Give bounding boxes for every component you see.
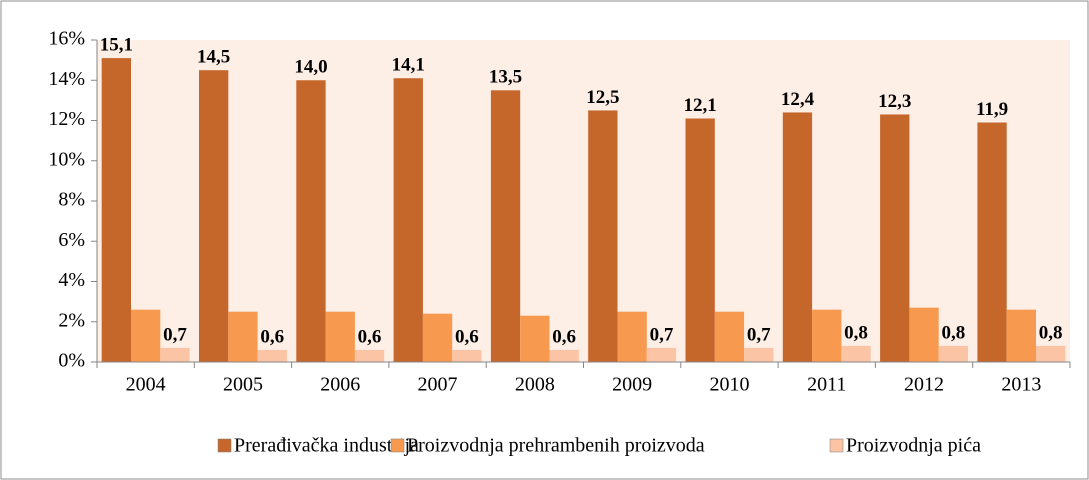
bar <box>296 80 326 362</box>
bar <box>393 78 423 363</box>
value-label: 0,6 <box>260 326 284 347</box>
bar <box>880 114 910 363</box>
y-tick-label: 16% <box>48 28 85 50</box>
legend-label: Proizvodnja pića <box>846 435 981 457</box>
bar <box>228 311 258 362</box>
value-label: 0,6 <box>455 326 479 347</box>
y-tick-label: 6% <box>58 229 85 251</box>
x-tick-label: 2012 <box>904 374 944 396</box>
x-tick-label: 2009 <box>612 374 652 396</box>
value-label: 14,5 <box>197 47 230 68</box>
bar <box>160 347 190 362</box>
legend-swatch <box>829 438 844 453</box>
value-label: 15,1 <box>100 34 133 55</box>
bar <box>520 315 550 362</box>
value-label: 12,5 <box>586 87 619 108</box>
x-tick-label: 2008 <box>515 374 555 396</box>
legend-swatch <box>390 438 405 453</box>
bar <box>452 349 482 362</box>
bar <box>938 345 968 362</box>
bar <box>1006 309 1036 362</box>
bar <box>685 118 715 362</box>
bar <box>549 349 579 362</box>
bar <box>257 349 287 362</box>
value-label: 0,8 <box>1039 322 1063 343</box>
x-tick-label: 2006 <box>320 374 360 396</box>
y-tick-label: 10% <box>48 148 85 170</box>
bar <box>714 311 745 362</box>
x-tick-label: 2007 <box>418 374 458 396</box>
y-tick-label: 4% <box>58 269 85 291</box>
bar <box>812 309 842 362</box>
y-tick-label: 8% <box>58 189 85 211</box>
value-label: 14,0 <box>294 57 327 78</box>
value-label: 12,4 <box>781 89 815 110</box>
value-label: 13,5 <box>489 67 522 88</box>
bar <box>422 313 453 362</box>
bar <box>354 349 385 362</box>
value-label: 11,9 <box>976 99 1008 120</box>
y-tick-label: 12% <box>48 108 85 130</box>
value-label: 0,7 <box>650 324 674 345</box>
bar <box>744 347 774 362</box>
legend-swatch <box>217 438 232 453</box>
bar <box>909 307 939 362</box>
value-label: 14,1 <box>392 55 425 76</box>
value-label: 12,1 <box>684 95 717 116</box>
x-tick-label: 2013 <box>1001 374 1041 396</box>
legend-label: Prerađivačka industrija <box>234 435 419 457</box>
value-label: 0,8 <box>941 322 965 343</box>
y-tick-label: 0% <box>58 350 85 372</box>
value-label: 0,7 <box>747 324 771 345</box>
value-label: 0,7 <box>163 324 187 345</box>
value-label: 0,6 <box>358 326 382 347</box>
bar <box>646 347 677 362</box>
value-label: 0,6 <box>552 326 576 347</box>
bar <box>782 112 813 362</box>
bar <box>588 110 618 362</box>
legend-label: Proizvodnja prehrambenih proizvoda <box>407 435 705 457</box>
bar <box>617 311 647 362</box>
bar <box>977 122 1007 362</box>
value-label: 12,3 <box>878 91 911 112</box>
x-tick-label: 2010 <box>709 374 749 396</box>
value-label: 0,8 <box>844 322 868 343</box>
bar <box>1036 345 1066 362</box>
x-tick-label: 2005 <box>223 374 263 396</box>
bar <box>101 58 131 363</box>
y-tick-label: 14% <box>48 68 85 90</box>
y-tick-label: 2% <box>58 309 85 331</box>
bar <box>490 90 521 362</box>
x-tick-label: 2004 <box>126 374 166 396</box>
x-tick-label: 2011 <box>807 374 846 396</box>
bar <box>199 70 229 362</box>
bar <box>841 345 871 362</box>
bar <box>131 309 161 362</box>
bar <box>325 311 355 362</box>
